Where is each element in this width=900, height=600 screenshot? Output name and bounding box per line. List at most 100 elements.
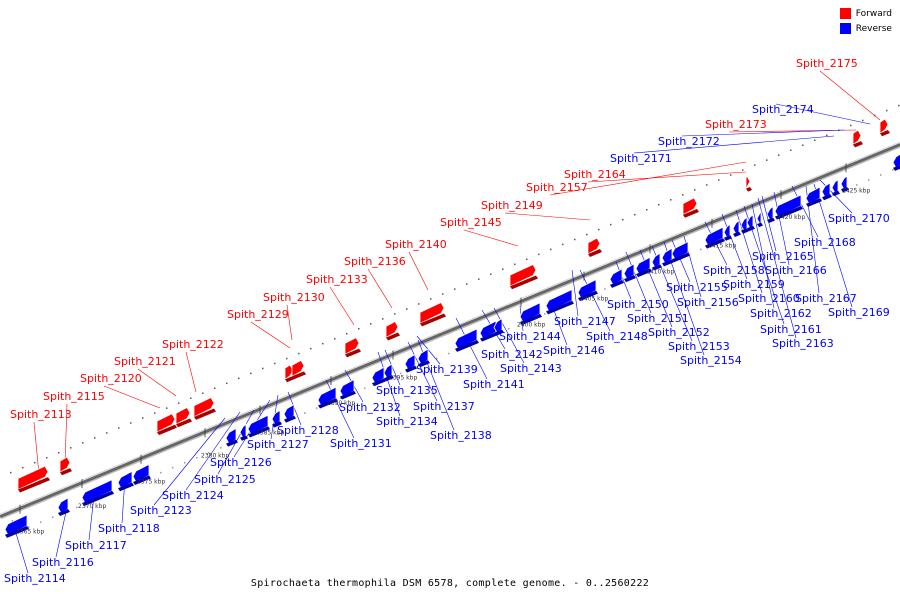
tick-label: 2370 kbp bbox=[78, 503, 106, 510]
scale-ticks: 2365 kbp 2370 kbp 2375 kbp 2380 kbp 2385 kbp… bbox=[16, 163, 870, 536]
tick-label: 2405 kbp bbox=[580, 296, 608, 303]
tick-label: 2410 kbp bbox=[646, 268, 674, 275]
genome-caption: Spirochaeta thermophila DSM 6578, comple… bbox=[250, 578, 650, 589]
reverse-gene-label: Spith_2156 bbox=[677, 296, 739, 309]
legend-label-forward: Forward bbox=[855, 8, 892, 19]
forward-gene-arrow bbox=[682, 197, 698, 216]
reverse-gene-label: Spith_2150 bbox=[607, 298, 669, 311]
forward-gene-arrow bbox=[745, 175, 751, 191]
reverse-gene-arrow bbox=[756, 210, 762, 225]
forward-gene-arrow bbox=[419, 301, 445, 325]
reverse-gene-label: Spith_2146 bbox=[543, 344, 605, 357]
tick-label: 2425 kbp bbox=[842, 187, 870, 194]
reverse-gene-label: Spith_2158 bbox=[703, 264, 765, 277]
forward-gene-label: Spith_2113 bbox=[10, 408, 72, 421]
forward-swatch bbox=[839, 8, 851, 19]
reverse-gene-label: Spith_2123 bbox=[130, 504, 192, 517]
forward-gene-label: Spith_2157 bbox=[526, 181, 588, 194]
reverse-gene-label: Spith_2144 bbox=[499, 330, 561, 343]
forward-gene-arrow bbox=[291, 359, 305, 377]
tick-label: 2390 kbp bbox=[327, 400, 355, 407]
reverse-gene-label: Spith_2174 bbox=[752, 103, 814, 116]
reverse-gene-label: Spith_2159 bbox=[723, 278, 785, 291]
leader-lines bbox=[11, 70, 881, 574]
forward-gene-label: Spith_2121 bbox=[114, 355, 176, 368]
legend-label-reverse: Reverse bbox=[855, 23, 892, 34]
reverse-gene-label: Spith_2117 bbox=[65, 539, 127, 552]
reverse-gene-label: Spith_2139 bbox=[416, 363, 478, 376]
reverse-gene-label: Spith_2160 bbox=[738, 292, 800, 305]
reverse-gene-label: Spith_2125 bbox=[194, 473, 256, 486]
reverse-gene-label: Spith_2168 bbox=[794, 236, 856, 249]
reverse-gene-label: Spith_2152 bbox=[648, 326, 710, 339]
tick-label: 2375 kbp bbox=[137, 479, 165, 486]
forward-gene-arrow bbox=[284, 364, 294, 380]
forward-gene-label: Spith_2175 bbox=[796, 57, 858, 70]
reverse-gene-label: Spith_2116 bbox=[32, 556, 94, 569]
reverse-gene-label: Spith_2141 bbox=[463, 378, 525, 391]
forward-gene-label: Spith_2133 bbox=[306, 273, 368, 286]
reverse-gene-label: Spith_2155 bbox=[666, 281, 728, 294]
forward-gene-label: Spith_2136 bbox=[344, 255, 406, 268]
forward-gene-arrow bbox=[385, 320, 399, 339]
tick-label: 2420 kbp bbox=[777, 214, 805, 221]
reverse-gene-label: Spith_2134 bbox=[376, 415, 438, 428]
forward-gene-arrow bbox=[175, 406, 191, 425]
reverse-gene-label: Spith_2114 bbox=[4, 572, 66, 585]
reverse-gene-label: Spith_2118 bbox=[98, 522, 160, 535]
forward-gene-arrow bbox=[193, 397, 215, 418]
forward-gene-arrow bbox=[17, 465, 49, 491]
reverse-gene-label: Spith_2170 bbox=[828, 212, 890, 225]
reverse-gene-label: Spith_2132 bbox=[339, 401, 401, 414]
reverse-gene-label: Spith_2147 bbox=[554, 315, 616, 328]
forward-gene-arrow bbox=[879, 118, 889, 135]
forward-gene-arrow bbox=[59, 456, 71, 473]
reverse-gene-label: Spith_2162 bbox=[750, 307, 812, 320]
tick-label: 2395 kbp bbox=[389, 375, 417, 382]
reverse-gene-label: Spith_2127 bbox=[247, 438, 309, 451]
reverse-gene-label: Spith_2163 bbox=[772, 337, 834, 350]
forward-gene-label: Spith_2149 bbox=[481, 199, 543, 212]
legend-item-reverse: Reverse bbox=[839, 23, 892, 34]
reverse-gene-label: Spith_2137 bbox=[413, 400, 475, 413]
reverse-gene-label: Spith_2124 bbox=[162, 489, 224, 502]
forward-gene-label: Spith_2164 bbox=[564, 168, 626, 181]
tick-label: 2415 kbp bbox=[708, 243, 736, 250]
reverse-gene-label: Spith_2131 bbox=[330, 437, 392, 450]
reverse-gene-label: Spith_2128 bbox=[277, 424, 339, 437]
forward-gene-arrow bbox=[587, 237, 601, 255]
forward-gene-label: Spith_2129 bbox=[227, 308, 289, 321]
forward-gene-arrow bbox=[156, 413, 176, 433]
reverse-gene-label: Spith_2154 bbox=[680, 354, 742, 367]
reverse-swatch bbox=[839, 23, 851, 34]
reverse-gene-label: Spith_2148 bbox=[586, 330, 648, 343]
forward-gene-label: Spith_2145 bbox=[440, 216, 502, 229]
tick-label: 2385 kbp bbox=[256, 430, 284, 437]
tick-label: 2365 kbp bbox=[16, 529, 44, 536]
genome-backbone bbox=[0, 104, 900, 533]
reverse-gene-label: Spith_2167 bbox=[795, 292, 857, 305]
forward-gene-label: Spith_2130 bbox=[263, 291, 325, 304]
forward-gene-label: Spith_2173 bbox=[705, 118, 767, 131]
legend-item-forward: Forward bbox=[839, 8, 892, 19]
forward-gene-label: Spith_2115 bbox=[43, 390, 105, 403]
reverse-gene-label: Spith_2166 bbox=[765, 264, 827, 277]
forward-gene-label: Spith_2122 bbox=[162, 338, 224, 351]
reverse-gene-label: Spith_2143 bbox=[500, 362, 562, 375]
reverse-gene-label: Spith_2142 bbox=[481, 348, 543, 361]
tick-label: 2380 kbp bbox=[201, 452, 229, 459]
reverse-gene-label: Spith_2165 bbox=[752, 250, 814, 263]
forward-gene-label: Spith_2140 bbox=[385, 238, 447, 251]
reverse-gene-label: Spith_2135 bbox=[376, 384, 438, 397]
reverse-gene-label: Spith_2169 bbox=[828, 306, 890, 319]
forward-gene-label: Spith_2120 bbox=[80, 372, 142, 385]
forward-gene-arrow bbox=[852, 129, 862, 146]
reverse-gene-label: Spith_2153 bbox=[668, 340, 730, 353]
gene-arrows bbox=[4, 118, 900, 538]
legend: Forward Reverse bbox=[839, 8, 892, 38]
reverse-gene-label: Spith_2151 bbox=[627, 312, 689, 325]
reverse-gene-label: Spith_2138 bbox=[430, 429, 492, 442]
reverse-gene-label: Spith_2171 bbox=[610, 152, 672, 165]
reverse-gene-label: Spith_2126 bbox=[210, 456, 272, 469]
